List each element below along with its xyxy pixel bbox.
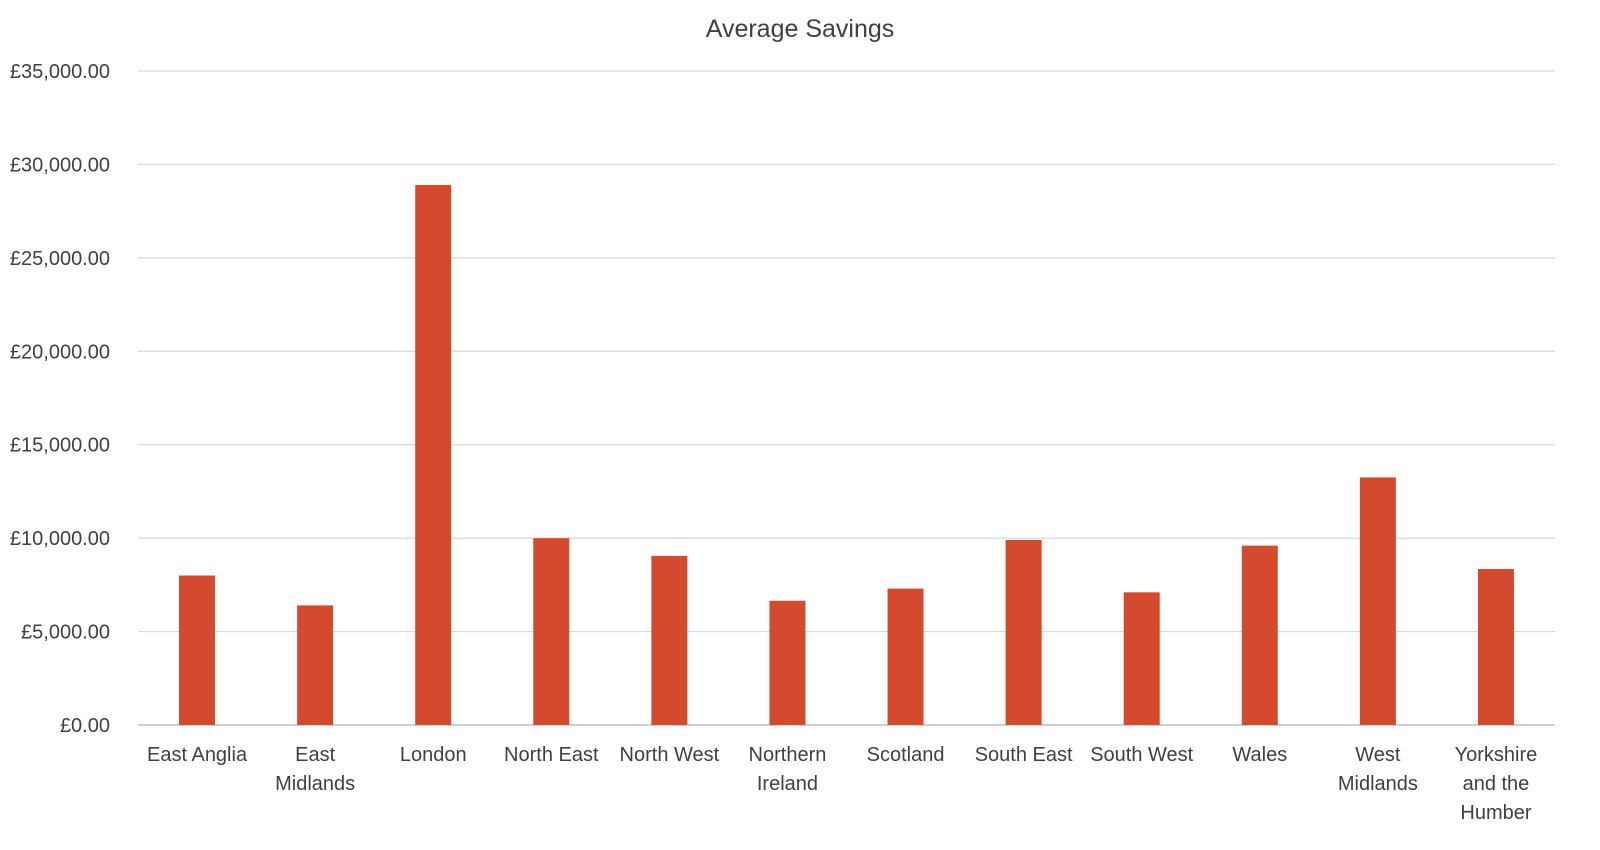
bar: [887, 588, 924, 725]
x-tick-label: North West: [620, 744, 720, 766]
bar: [179, 575, 216, 725]
bar: [1359, 477, 1396, 725]
x-axis-tick-labels: East Anglia East Midlands London North East N…: [147, 744, 1537, 824]
x-tick-label: East Midlands: [275, 744, 355, 795]
y-tick-label: £10,000.00: [10, 528, 110, 550]
x-tick-label: Northern Ireland: [749, 744, 827, 795]
bar: [1005, 540, 1042, 725]
x-tick-label: North East: [504, 744, 599, 766]
x-tick-label: South East: [975, 744, 1073, 766]
x-tick-label: Wales: [1232, 744, 1287, 766]
y-axis-tick-labels: £0.00 £5,000.00 £10,000.00 £15,000.00 £20,00…: [10, 61, 110, 737]
gridlines: [138, 70, 1555, 726]
bar: [297, 605, 334, 725]
bar: [533, 538, 570, 725]
x-tick-label: West Midlands: [1338, 744, 1418, 795]
x-tick-label: Yorkshire and the Humber: [1455, 744, 1538, 824]
bar: [769, 600, 806, 725]
y-tick-label: £30,000.00: [10, 154, 110, 176]
y-tick-label: £20,000.00: [10, 341, 110, 363]
x-tick-label: Scotland: [867, 744, 945, 766]
x-tick-label: London: [400, 744, 467, 766]
bar: [1241, 545, 1278, 725]
y-tick-label: £0.00: [60, 715, 110, 737]
bar: [1123, 592, 1160, 725]
x-tick-label: South West: [1090, 744, 1193, 766]
bar: [415, 184, 452, 726]
bar: [651, 555, 688, 725]
bar: [1477, 568, 1514, 725]
x-tick-label: East Anglia: [147, 744, 248, 766]
y-tick-label: £35,000.00: [10, 61, 110, 83]
y-tick-label: £25,000.00: [10, 248, 110, 270]
chart-title: Average Savings: [706, 15, 895, 43]
y-tick-label: £5,000.00: [21, 622, 110, 644]
y-tick-label: £15,000.00: [10, 435, 110, 457]
bars: [179, 184, 1514, 726]
